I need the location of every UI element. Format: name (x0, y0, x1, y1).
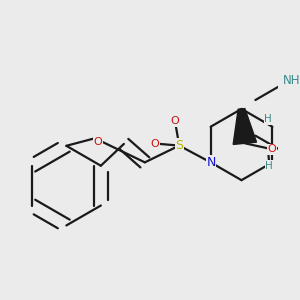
Text: O: O (151, 139, 159, 148)
Text: N: N (206, 156, 216, 169)
Text: O: O (268, 144, 277, 154)
Text: S: S (175, 139, 183, 152)
Text: H: H (265, 160, 273, 170)
Text: O: O (171, 116, 179, 126)
Text: NH: NH (284, 74, 300, 87)
Text: H: H (264, 114, 272, 124)
Polygon shape (233, 109, 256, 144)
Text: O: O (94, 137, 103, 148)
